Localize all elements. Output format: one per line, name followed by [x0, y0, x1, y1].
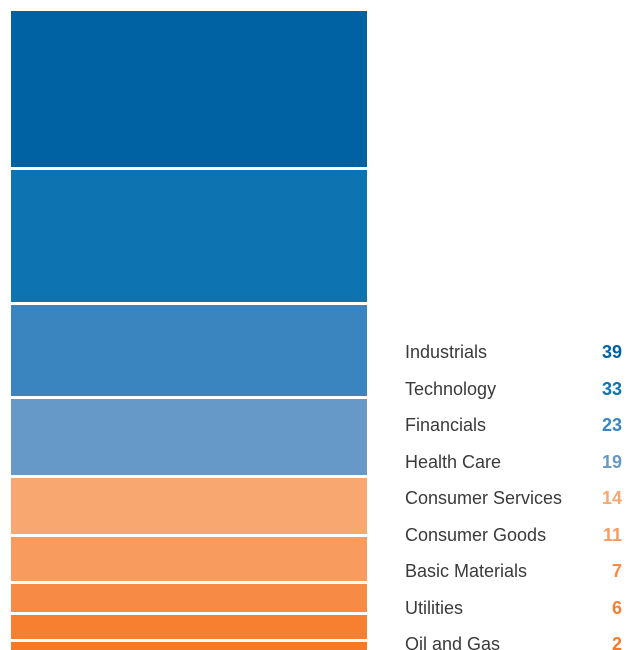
legend-entry: Utilities 6 [405, 590, 625, 627]
legend-label: Oil and Gas [405, 634, 501, 650]
legend-entry: Financials 23 [405, 407, 625, 444]
bar-segment-technology [11, 169, 367, 302]
legend-value: 19 [601, 451, 622, 472]
stacked-bar-column [11, 11, 367, 650]
legend-value: 7 [611, 561, 622, 581]
legend-entry: Consumer Services 14 [405, 480, 625, 517]
bar-segment-health-care [11, 399, 367, 476]
legend-label: Basic Materials [405, 561, 528, 581]
legend: Industrials 39 Technology 33 Financials 23 Hea… [405, 334, 625, 650]
legend-value: 23 [601, 415, 622, 435]
legend-label: Consumer Goods [405, 524, 547, 545]
legend-label: Technology [405, 378, 497, 399]
legend-entry: Technology 33 [405, 371, 625, 408]
legend-entry: Oil and Gas 2 [405, 626, 625, 650]
legend-label: Financials [405, 415, 487, 435]
legend-entry: Industrials 39 [405, 334, 625, 371]
legend-value: 6 [611, 597, 622, 618]
bar-segment-consumer-goods [11, 537, 367, 582]
legend-value: 11 [602, 524, 622, 545]
legend-value: 33 [601, 378, 622, 399]
bar-segment-financials [11, 304, 367, 397]
legend-label: Utilities [405, 597, 464, 618]
legend-value: 39 [601, 342, 622, 362]
legend-label: Consumer Services [405, 488, 563, 508]
bar-segment-industrials [11, 11, 367, 167]
bar-segment-oil-and-gas [11, 642, 367, 650]
legend-label: Industrials [405, 342, 488, 362]
legend-value: 2 [611, 634, 622, 650]
legend-entry: Health Care 19 [405, 444, 625, 481]
bar-segment-basic-materials [11, 584, 367, 613]
bar-segment-consumer-services [11, 478, 367, 535]
bar-segment-utilities [11, 615, 367, 639]
legend-entry: Basic Materials 7 [405, 553, 625, 590]
legend-entry: Consumer Goods 11 [405, 517, 625, 554]
legend-value: 14 [601, 488, 622, 508]
legend-label: Health Care [405, 451, 502, 472]
